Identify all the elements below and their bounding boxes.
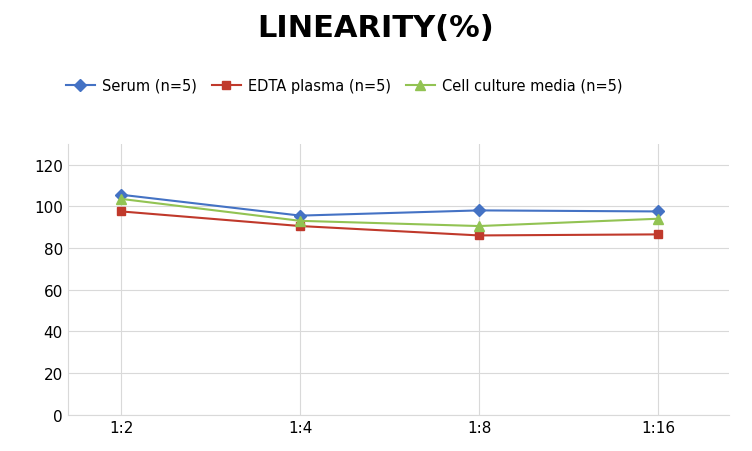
Line: Serum (n=5): Serum (n=5) — [117, 191, 662, 220]
Cell culture media (n=5) — [653, 216, 663, 222]
Serum (n=5) — [653, 209, 663, 215]
EDTA plasma (n=5) — [475, 233, 484, 239]
Serum (n=5) — [117, 193, 126, 198]
Serum (n=5) — [475, 208, 484, 214]
Cell culture media (n=5) — [117, 197, 126, 202]
Serum (n=5) — [296, 213, 305, 219]
EDTA plasma (n=5) — [653, 232, 663, 238]
Cell culture media (n=5) — [296, 219, 305, 224]
Legend: Serum (n=5), EDTA plasma (n=5), Cell culture media (n=5): Serum (n=5), EDTA plasma (n=5), Cell cul… — [60, 73, 629, 99]
EDTA plasma (n=5) — [117, 209, 126, 215]
Text: LINEARITY(%): LINEARITY(%) — [258, 14, 494, 42]
EDTA plasma (n=5) — [296, 224, 305, 229]
Line: EDTA plasma (n=5): EDTA plasma (n=5) — [117, 208, 662, 240]
Line: Cell culture media (n=5): Cell culture media (n=5) — [117, 195, 663, 231]
Cell culture media (n=5) — [475, 224, 484, 229]
